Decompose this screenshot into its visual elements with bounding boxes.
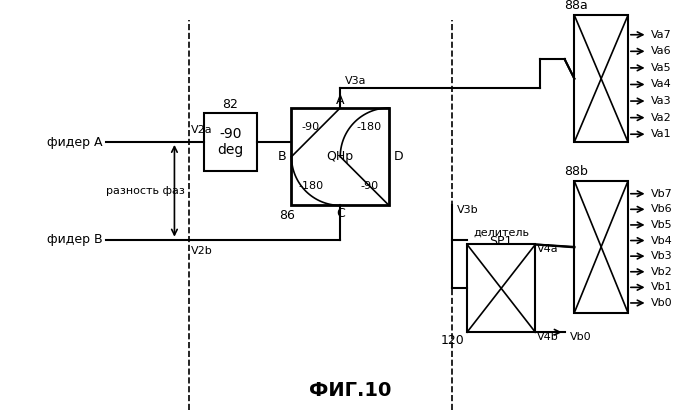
Text: deg: deg: [218, 143, 244, 157]
Text: 120: 120: [440, 333, 464, 346]
Text: Vb1: Vb1: [650, 282, 672, 292]
Text: -90: -90: [302, 122, 320, 132]
Text: Va7: Va7: [650, 30, 671, 40]
Text: фидер В: фидер В: [47, 233, 103, 246]
Text: A: A: [336, 94, 344, 107]
Text: Vb3: Vb3: [650, 251, 672, 261]
Text: V3b: V3b: [457, 205, 479, 215]
Text: C: C: [336, 207, 344, 220]
Text: Va3: Va3: [650, 96, 671, 106]
Text: Vb5: Vb5: [650, 220, 672, 230]
Text: Vb0: Vb0: [650, 298, 672, 308]
Text: ФИГ.10: ФИГ.10: [309, 381, 391, 400]
Bar: [204, 113, 258, 171]
Text: 88b: 88b: [565, 165, 589, 178]
Text: -90: -90: [360, 181, 379, 191]
Text: Va2: Va2: [650, 113, 671, 123]
Text: V3a: V3a: [345, 76, 367, 86]
Text: Vb0: Vb0: [570, 332, 591, 342]
Bar: [467, 244, 536, 332]
Text: фидер А: фидер А: [47, 136, 103, 149]
Text: разность фаз: разность фаз: [106, 186, 185, 196]
Text: Va6: Va6: [650, 46, 671, 56]
Text: V4b: V4b: [538, 332, 559, 342]
Text: 82: 82: [223, 98, 239, 111]
Text: 88a: 88a: [565, 0, 588, 12]
Bar: [291, 108, 389, 205]
Text: Vb6: Vb6: [650, 204, 672, 214]
Text: делитель: делитель: [473, 228, 529, 238]
Text: Vb4: Vb4: [650, 236, 672, 246]
Text: Vb7: Vb7: [650, 189, 672, 199]
Text: -90: -90: [219, 127, 241, 141]
Text: Va1: Va1: [650, 129, 671, 139]
Text: 86: 86: [279, 209, 295, 222]
Text: SP1: SP1: [489, 235, 513, 248]
Text: QHp: QHp: [327, 150, 354, 163]
Text: V2b: V2b: [191, 246, 213, 256]
Text: -180: -180: [298, 181, 323, 191]
Text: D: D: [394, 150, 404, 163]
Text: V2a: V2a: [191, 125, 213, 135]
Bar: [574, 181, 628, 313]
Text: Va4: Va4: [650, 79, 671, 89]
Text: Va5: Va5: [650, 63, 671, 73]
Text: Vb2: Vb2: [650, 267, 672, 277]
Text: V4a: V4a: [538, 244, 559, 255]
Text: B: B: [277, 150, 286, 163]
Bar: [574, 15, 628, 142]
Text: -180: -180: [357, 122, 382, 132]
